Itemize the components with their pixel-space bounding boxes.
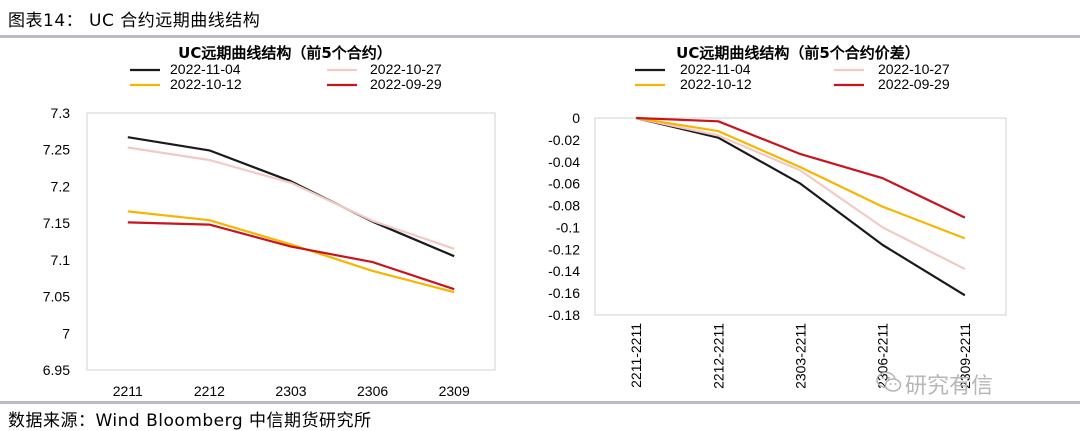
chart-title: UC远期曲线结构（前5个合约） xyxy=(178,44,392,62)
y-tick-label: -0.08 xyxy=(548,198,580,214)
legend-label: 2022-10-12 xyxy=(680,76,752,92)
series-line xyxy=(127,221,455,291)
legend-label: 2022-10-12 xyxy=(170,76,242,92)
x-tick-label: 2309 xyxy=(439,383,470,399)
y-tick-label: -0.14 xyxy=(548,263,580,279)
series-line xyxy=(127,210,455,294)
plot-area xyxy=(594,117,1007,316)
y-tick-label: 7.2 xyxy=(51,178,71,194)
x-tick-label: 2303 xyxy=(275,383,306,399)
watermark-text: 研究有信 xyxy=(905,374,994,399)
series-line xyxy=(635,116,966,270)
y-tick-label: -0.06 xyxy=(548,176,580,192)
series-line xyxy=(636,116,966,219)
y-tick-label: -0.16 xyxy=(548,285,580,301)
series-line xyxy=(127,136,455,258)
legend-label: 2022-11-04 xyxy=(680,61,751,77)
y-tick-label: -0.12 xyxy=(548,241,580,257)
y-tick-label: -0.18 xyxy=(548,307,580,323)
legend-label: 2022-09-29 xyxy=(878,76,950,92)
legend-label: 2022-09-29 xyxy=(370,76,442,92)
x-tick-label: 2309-2211 xyxy=(957,323,973,389)
spread-curve-chart: UC远期曲线结构（前5个合约价差）2022-11-04 2022-10-27202… xyxy=(548,44,1007,389)
source-note: 数据来源：Wind Bloomberg 中信期货研究所 xyxy=(8,411,372,431)
y-tick-label: 7.1 xyxy=(51,252,71,268)
bottom-divider xyxy=(0,401,1080,404)
y-tick-label: -0.1 xyxy=(556,219,580,235)
legend-label: 2022-11-04 xyxy=(170,61,241,77)
x-tick-label: 2306 xyxy=(357,383,388,399)
wechat-icon xyxy=(876,371,902,392)
y-tick-label: 6.95 xyxy=(43,362,70,378)
legend-label: 2022-10-27 xyxy=(370,61,442,77)
x-tick-label: 2211-2211 xyxy=(628,323,644,388)
forward-curve-chart: UC远期曲线结构（前5个合约）2022-11-04 2022-10-272022-… xyxy=(43,44,496,399)
y-tick-label: -0.02 xyxy=(548,132,580,148)
y-tick-label: 7.05 xyxy=(43,289,70,305)
legend-label: 2022-10-27 xyxy=(878,61,950,77)
y-tick-label: 7 xyxy=(62,325,70,341)
y-tick-label: -0.04 xyxy=(548,154,580,170)
plot-area xyxy=(86,112,496,371)
x-tick-label: 2211 xyxy=(113,383,143,399)
chart-title: UC远期曲线结构（前5个合约价差） xyxy=(676,44,920,62)
y-tick-label: 7.3 xyxy=(51,105,71,121)
series-line xyxy=(635,116,966,240)
x-tick-label: 2212-2211 xyxy=(710,323,726,389)
y-tick-label: 7.25 xyxy=(43,142,70,158)
figure-title: 图表14： UC 合约远期曲线结构 xyxy=(8,11,261,31)
x-tick-label: 2212 xyxy=(194,383,225,399)
y-tick-label: 0 xyxy=(572,110,580,126)
top-divider xyxy=(0,35,1080,38)
y-tick-label: 7.15 xyxy=(43,215,70,231)
x-tick-label: 2303-2211 xyxy=(793,323,809,389)
series-line xyxy=(127,146,455,250)
series-line xyxy=(635,116,966,297)
